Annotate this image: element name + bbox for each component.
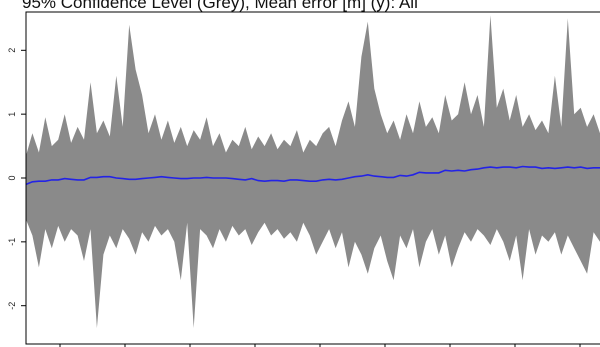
y-tick-label: -2 [7, 302, 17, 310]
y-tick-label: 2 [7, 48, 17, 53]
y-tick-label: 1 [7, 112, 17, 117]
chart-title: 95% Confidence Level (Grey), Mean error … [22, 0, 418, 12]
y-tick-label: -1 [7, 238, 17, 246]
confidence-band [26, 15, 600, 328]
mean-error-line [25, 165, 600, 186]
y-tick-label: 0 [7, 175, 17, 180]
